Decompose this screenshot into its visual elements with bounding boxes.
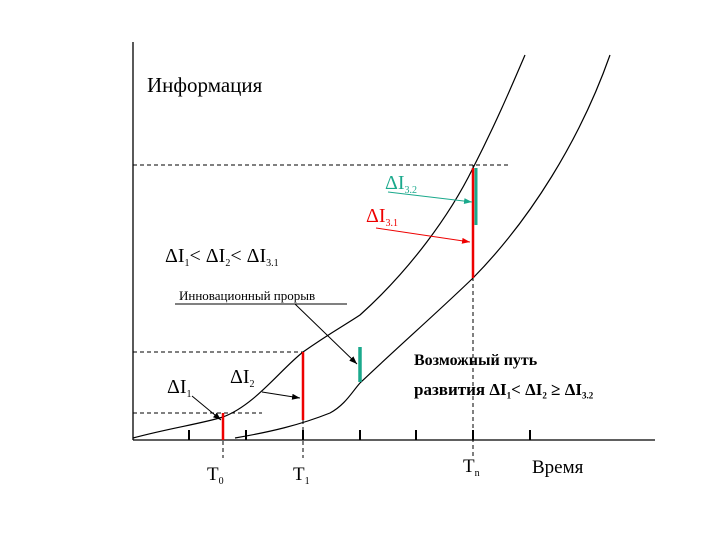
- increment-bars: [221, 168, 478, 440]
- time-mark: Tn: [463, 456, 480, 479]
- text-part: ΔI: [366, 205, 386, 227]
- subscript: 3.1: [386, 218, 399, 229]
- path-label: развития ΔI1< ΔI2 ≥ ΔI3.2: [414, 380, 594, 400]
- text-part: ΔI: [230, 366, 250, 388]
- subscript: 3.1: [266, 258, 279, 269]
- subscript: 2: [542, 390, 547, 400]
- subscript: n: [475, 468, 480, 479]
- text-part: ΔI: [385, 172, 405, 194]
- text-part: T: [463, 456, 475, 477]
- increment-label: ΔI2: [230, 366, 255, 390]
- path-label: Возможный путь: [414, 352, 538, 369]
- text-part: ΔI: [165, 245, 185, 267]
- subscript: 1: [305, 476, 310, 487]
- subscript: 3.2: [582, 390, 594, 400]
- time-mark: T0: [207, 464, 224, 487]
- text-part: ≥ ΔI: [547, 380, 582, 399]
- text-part: < ΔI: [511, 380, 543, 399]
- text-part: < ΔI: [190, 245, 226, 267]
- subscript: 1: [185, 258, 190, 269]
- time-mark: T1: [293, 464, 310, 487]
- text-part: T: [293, 464, 305, 485]
- x-axis-label: Время: [532, 457, 584, 478]
- y-axis-label: Информация: [147, 73, 263, 97]
- increment-label: ΔI3.2: [385, 172, 417, 196]
- guides: [133, 164, 510, 458]
- breakthrough-label: Инновационный прорыв: [179, 288, 315, 303]
- text-part: < ΔI: [230, 245, 266, 267]
- subscript: 0: [219, 476, 224, 487]
- text-part: ΔI: [167, 376, 187, 398]
- subscript: 2: [225, 258, 230, 269]
- subscript: 1: [507, 390, 512, 400]
- text-part: T: [207, 464, 219, 485]
- subscript: 3.2: [405, 185, 418, 196]
- arrows: [175, 191, 473, 421]
- subscript: 2: [250, 379, 255, 390]
- increment-label: ΔI1: [167, 376, 192, 400]
- subscript: 1: [187, 389, 192, 400]
- increment-label: ΔI3.1: [366, 205, 398, 229]
- formula: ΔI1< ΔI2< ΔI3.1: [165, 245, 279, 269]
- text-part: развития ΔI: [414, 380, 507, 399]
